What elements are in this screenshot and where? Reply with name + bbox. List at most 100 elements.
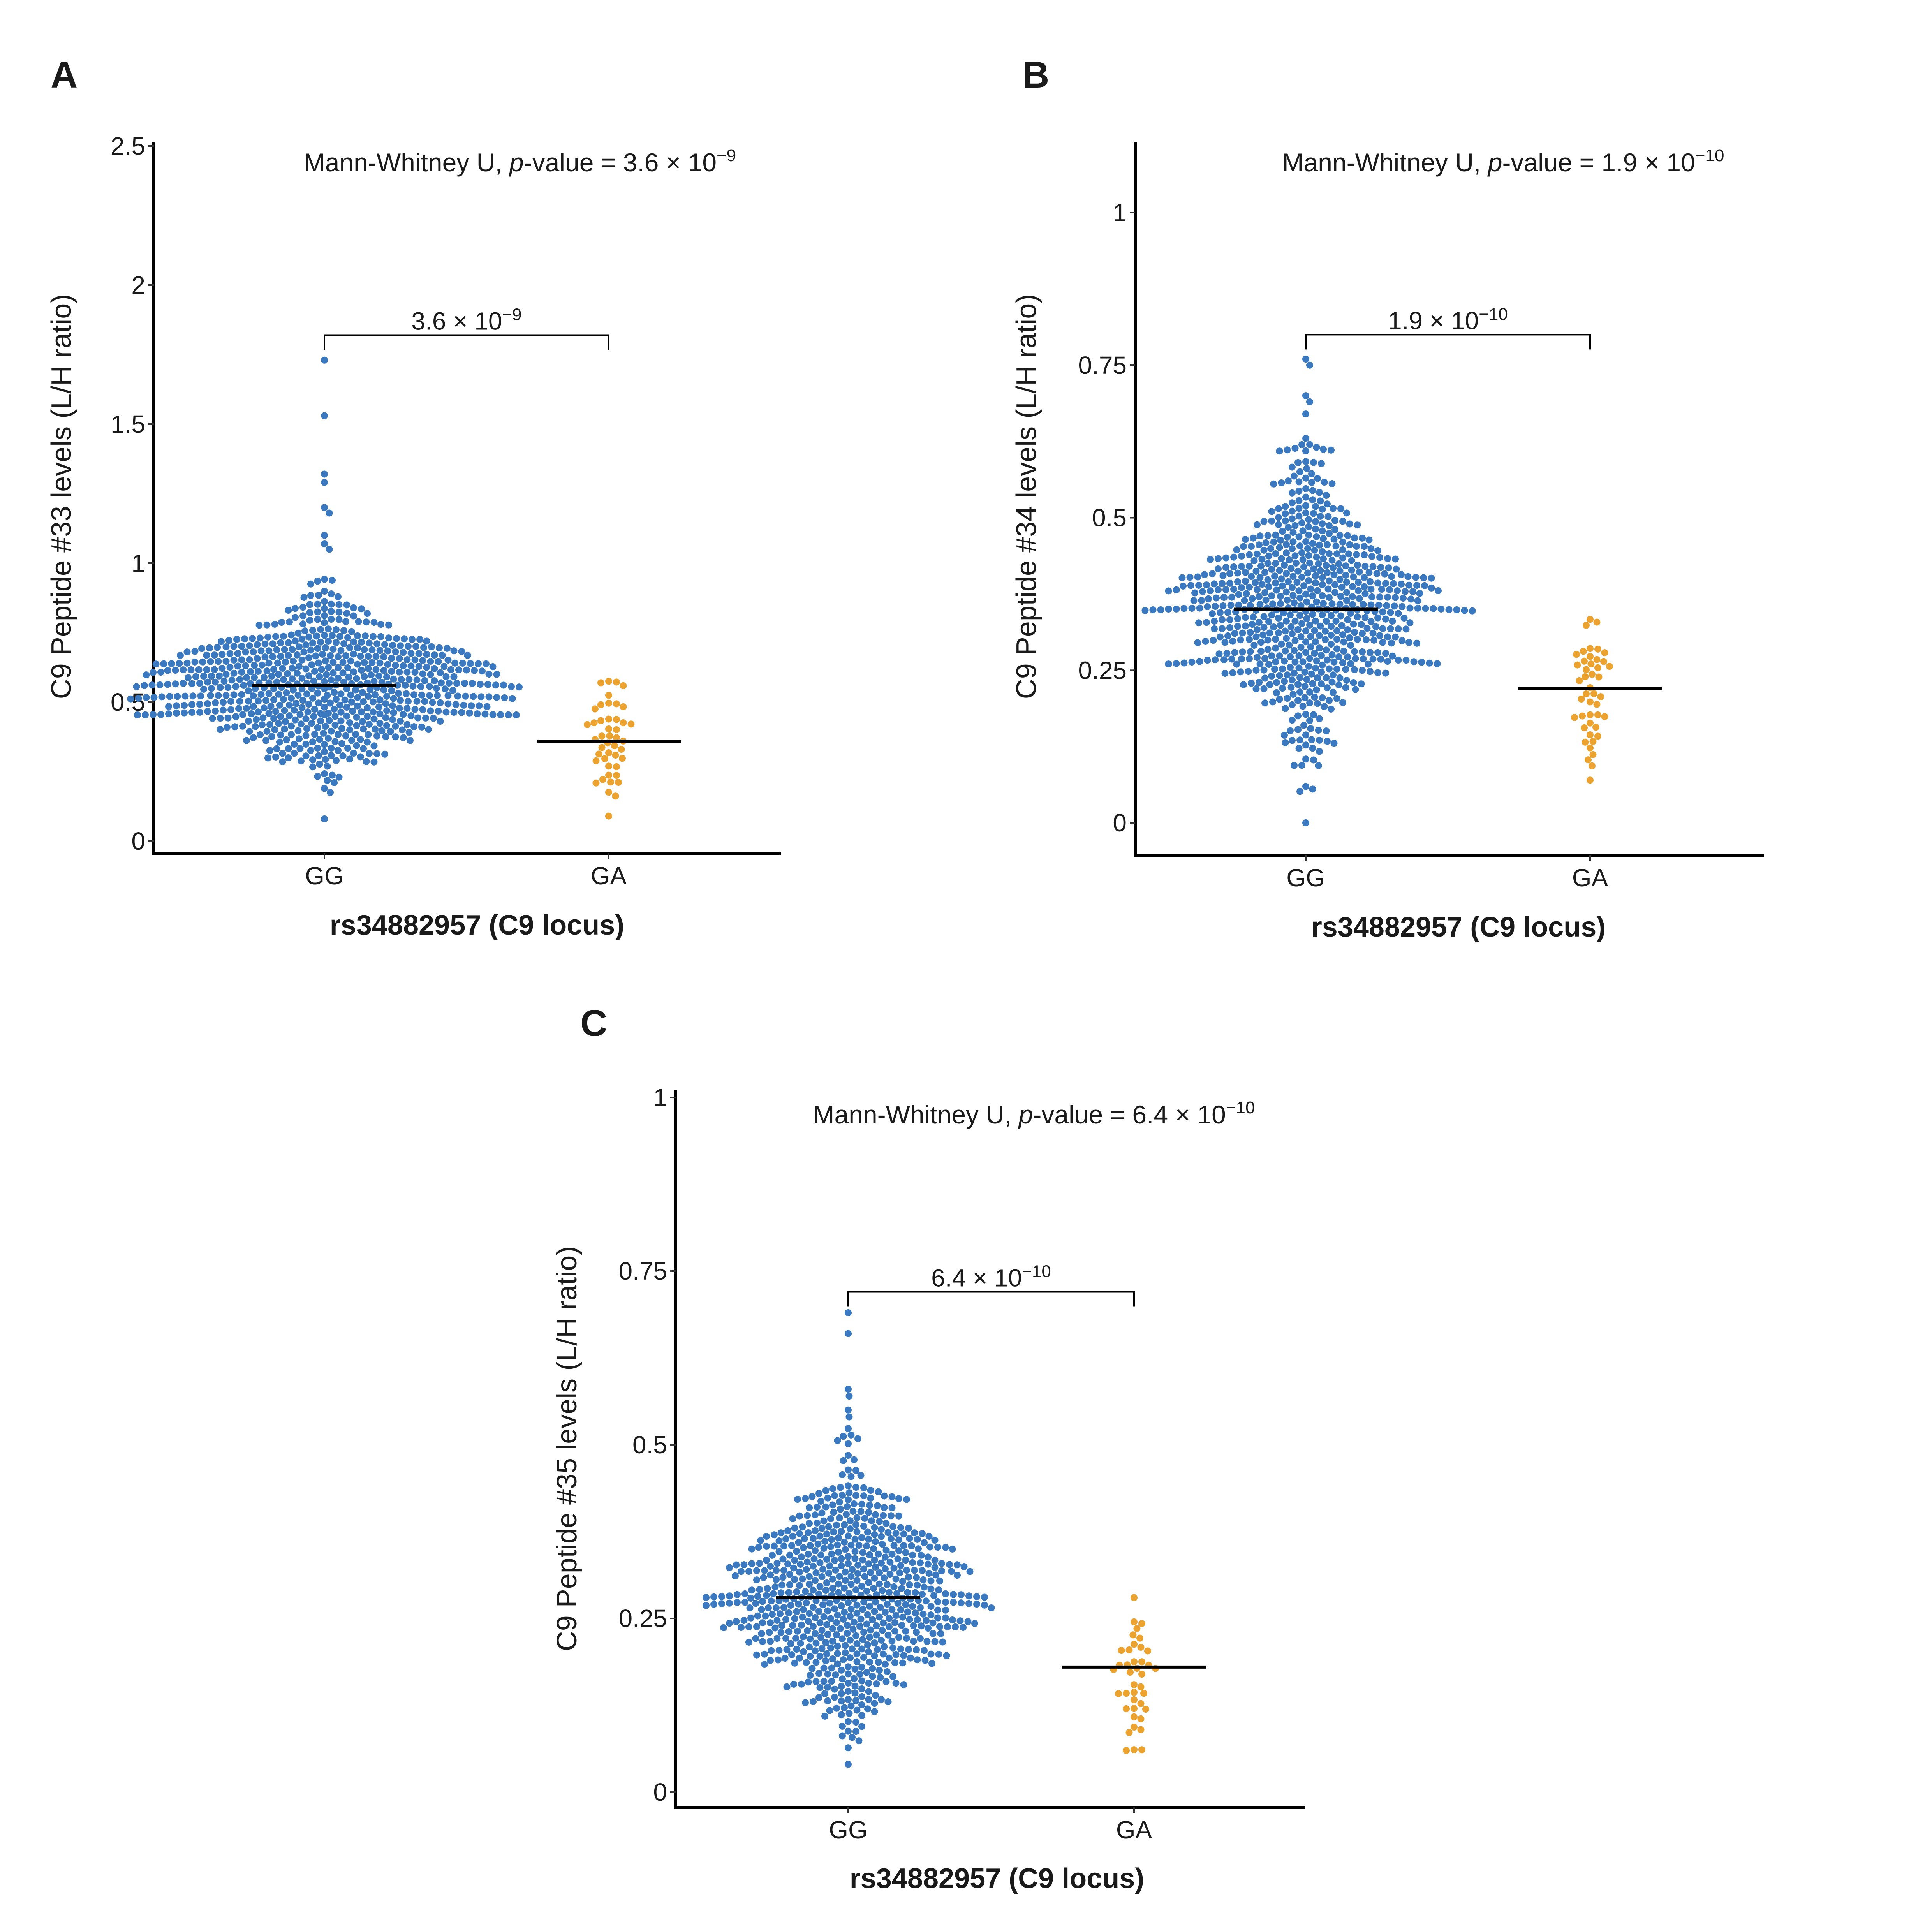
- data-point-ga: [1595, 673, 1603, 681]
- data-point-gg: [238, 643, 245, 650]
- data-point-gg: [384, 647, 391, 655]
- data-point-gg: [1360, 655, 1367, 663]
- data-point-gg: [797, 1639, 804, 1647]
- data-point-gg: [1328, 556, 1336, 564]
- data-point-gg: [331, 706, 338, 713]
- data-point-gg: [838, 1602, 845, 1609]
- data-point-gg: [831, 1694, 838, 1701]
- data-point-gg: [1299, 556, 1307, 563]
- data-point-gg: [849, 1508, 857, 1515]
- data-point-gg: [1339, 546, 1346, 553]
- data-point-gg: [1324, 500, 1331, 508]
- data-point-gg: [790, 1564, 797, 1572]
- data-point-gg: [1405, 581, 1412, 589]
- data-point-ga: [605, 692, 612, 699]
- data-point-gg: [868, 1517, 875, 1525]
- data-point-gg: [450, 709, 458, 716]
- data-point-gg: [377, 633, 384, 640]
- data-point-gg: [788, 1542, 795, 1549]
- data-point-gg: [329, 669, 337, 676]
- data-point-gg: [321, 696, 328, 703]
- data-point-gg: [288, 722, 295, 730]
- data-point-gg: [387, 728, 394, 735]
- data-point-gg: [250, 734, 257, 741]
- data-point-gg: [347, 657, 354, 665]
- data-point-gg: [845, 1663, 852, 1671]
- data-point-gg: [934, 1598, 941, 1605]
- data-point-gg: [309, 627, 316, 634]
- data-point-gg: [845, 1599, 852, 1606]
- data-point-gg: [829, 1575, 836, 1583]
- data-point-gg: [227, 706, 234, 713]
- data-point-gg: [1319, 527, 1326, 535]
- data-point-gg: [493, 694, 500, 701]
- data-point-gg: [222, 671, 230, 678]
- data-point-gg: [250, 692, 257, 700]
- data-point-gg: [1276, 544, 1283, 551]
- data-point-gg: [1293, 560, 1300, 567]
- data-point-gg: [1191, 589, 1198, 597]
- data-point-gg: [1272, 636, 1279, 643]
- data-point-gg: [1291, 762, 1298, 769]
- panel-c-y-ticks: 00.250.50.751: [618, 1083, 676, 1806]
- data-point-gg: [384, 661, 391, 668]
- data-point-gg: [399, 726, 406, 734]
- data-point-gg: [222, 643, 230, 650]
- data-point-gg: [315, 752, 322, 759]
- data-point-gg: [1418, 659, 1425, 666]
- data-point-gg: [791, 1615, 798, 1622]
- data-point-ga: [1133, 1625, 1141, 1632]
- data-point-gg: [1260, 613, 1268, 620]
- data-point-gg: [820, 1545, 828, 1552]
- data-point-ga: [1131, 1641, 1138, 1648]
- data-point-gg: [753, 1567, 760, 1574]
- data-point-gg: [1258, 581, 1266, 588]
- data-point-gg: [1252, 667, 1260, 674]
- data-point-gg: [1302, 502, 1309, 509]
- data-point-gg: [851, 1555, 859, 1562]
- data-point-gg: [380, 653, 387, 660]
- data-point-gg: [437, 669, 444, 676]
- data-point-gg: [1248, 573, 1255, 580]
- data-point-ga: [605, 762, 612, 770]
- data-point-gg: [1275, 615, 1282, 622]
- data-point-gg: [358, 708, 365, 716]
- data-point-gg: [1306, 559, 1313, 567]
- data-point-gg: [858, 1534, 865, 1541]
- data-point-gg: [835, 1548, 842, 1556]
- data-point-gg: [207, 658, 214, 665]
- data-point-gg: [320, 729, 327, 737]
- data-point-gg: [877, 1674, 884, 1681]
- data-point-gg: [1328, 678, 1336, 686]
- data-point-gg: [833, 1619, 840, 1626]
- data-point-gg: [1363, 636, 1370, 643]
- data-point-gg: [1240, 681, 1247, 688]
- data-point-gg: [734, 1591, 741, 1598]
- data-point-gg: [1297, 633, 1305, 640]
- data-point-gg: [1402, 625, 1410, 633]
- data-point-gg: [1317, 622, 1324, 630]
- data-point-gg: [1264, 560, 1272, 567]
- data-point-gg: [150, 694, 158, 701]
- data-point-gg: [773, 1604, 780, 1611]
- data-point-gg: [1289, 573, 1297, 580]
- data-point-gg: [812, 1569, 820, 1576]
- data-point-gg: [902, 1549, 909, 1556]
- data-point-gg: [795, 1600, 802, 1608]
- data-point-gg: [1264, 636, 1272, 644]
- data-point-gg: [508, 683, 515, 690]
- data-point-gg: [1283, 570, 1290, 577]
- data-point-gg: [839, 1732, 846, 1740]
- data-point-gg: [938, 1560, 945, 1567]
- data-point-gg: [1323, 646, 1330, 654]
- data-point-gg: [283, 736, 290, 743]
- data-point-gg: [1376, 593, 1383, 601]
- data-point-gg: [838, 1666, 845, 1674]
- data-point-gg: [789, 1515, 796, 1522]
- data-point-gg: [1330, 535, 1338, 543]
- data-point-gg: [784, 1527, 791, 1534]
- data-point-gg: [307, 646, 314, 654]
- data-point-gg: [435, 707, 442, 715]
- data-point-gg: [383, 673, 390, 680]
- data-point-gg: [981, 1601, 988, 1609]
